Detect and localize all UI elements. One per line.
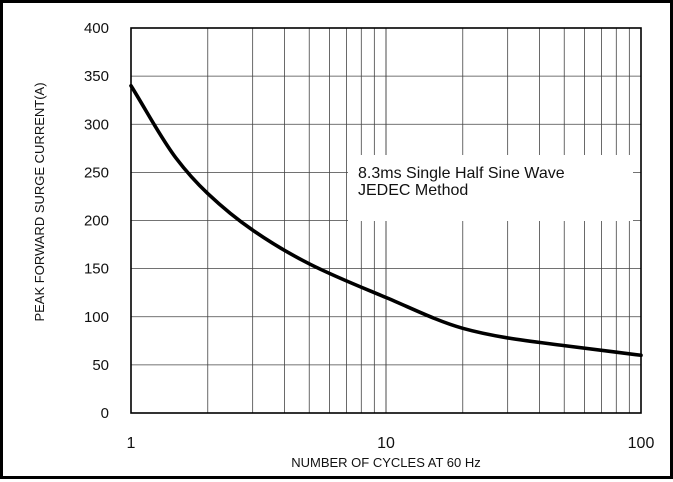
y-tick-label: 50 bbox=[92, 357, 109, 374]
y-tick-label: 300 bbox=[84, 116, 109, 133]
y-axis-label: PEAK FORWARD SURGE CURRENT(A) bbox=[32, 82, 47, 321]
y-tick-label: 100 bbox=[84, 309, 109, 326]
y-tick-label: 0 bbox=[101, 405, 109, 422]
x-tick-labels: 1 10 100 bbox=[127, 435, 655, 452]
annotation-line-1: 8.3ms Single Half Sine Wave bbox=[358, 165, 565, 182]
y-tick-label: 250 bbox=[84, 164, 109, 181]
annotation-background bbox=[348, 155, 633, 221]
y-tick-label: 150 bbox=[84, 261, 109, 278]
x-tick-label: 1 bbox=[127, 435, 136, 452]
x-tick-label: 100 bbox=[628, 435, 655, 452]
y-tick-label: 400 bbox=[84, 20, 109, 37]
plot-border bbox=[130, 27, 642, 414]
y-tick-labels: 0 50 100 150 200 250 300 350 400 bbox=[84, 20, 109, 422]
surge-current-chart: 0 50 100 150 200 250 300 350 400 1 10 100 8.3ms Si… bbox=[32, 20, 655, 470]
surge-current-curve bbox=[129, 83, 643, 358]
y-tick-label: 350 bbox=[84, 68, 109, 85]
annotation-line-2: JEDEC Method bbox=[358, 182, 468, 199]
y-tick-label: 200 bbox=[84, 213, 109, 230]
curve-layer bbox=[129, 83, 643, 358]
x-tick-label: 10 bbox=[377, 435, 395, 452]
x-axis-label: NUMBER OF CYCLES AT 60 Hz bbox=[291, 455, 481, 470]
